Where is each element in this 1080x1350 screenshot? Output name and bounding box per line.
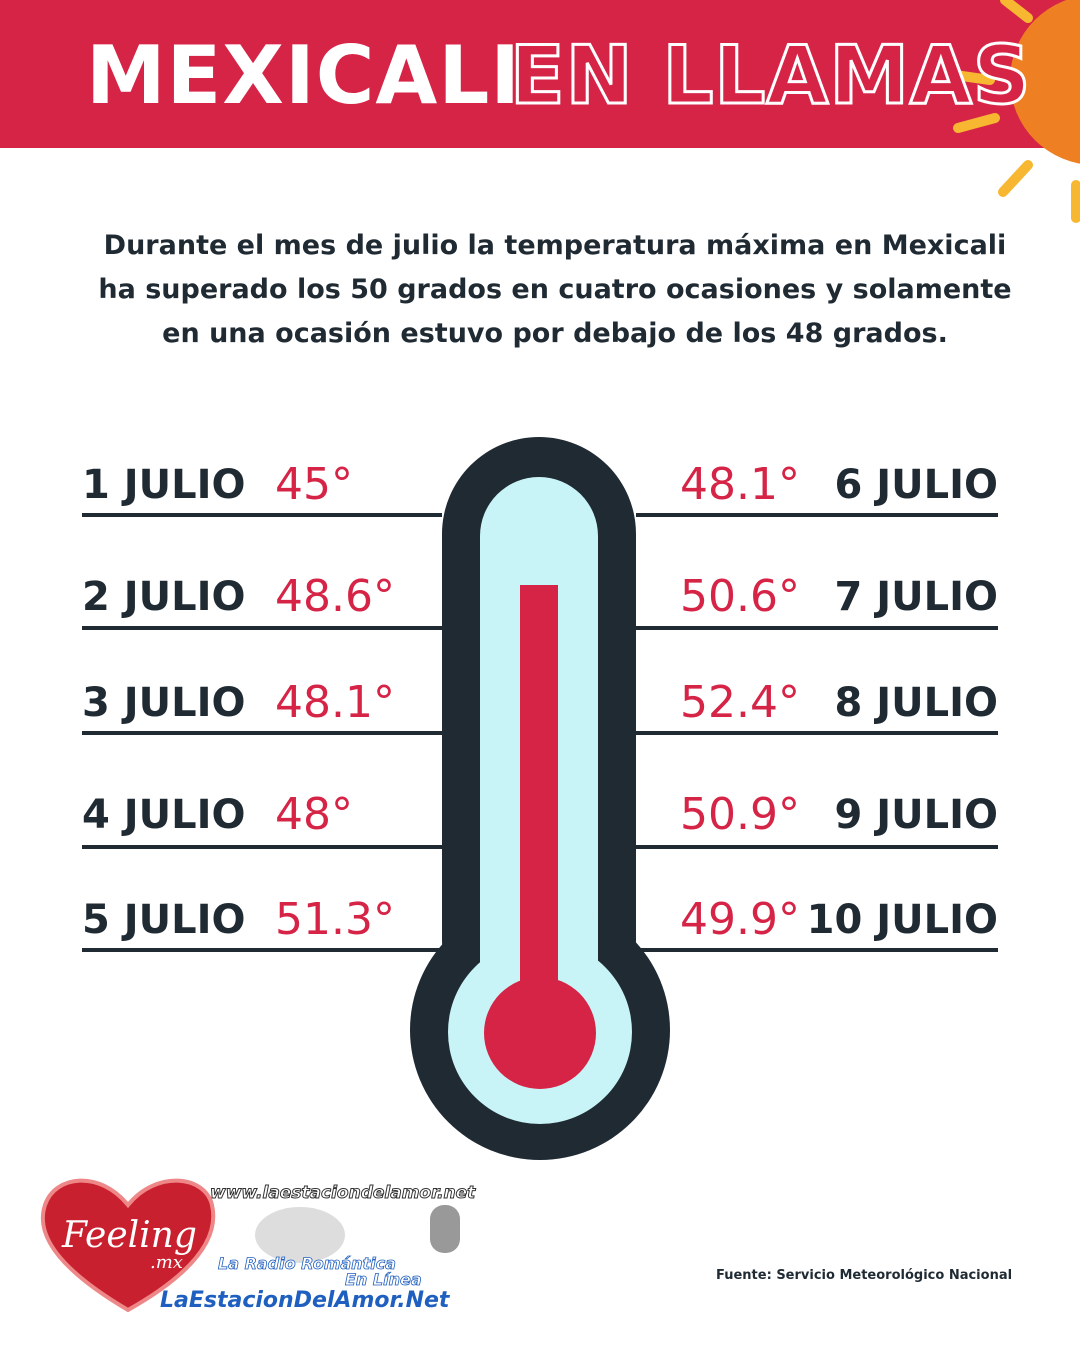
banner [0,0,1080,148]
logo-art [40,1178,460,1313]
row-line [636,626,998,630]
date-label: 6 JULIO [834,462,999,508]
thermometer [410,437,670,1160]
date-label: 5 JULIO [82,897,246,943]
date-label: 9 JULIO [834,792,999,838]
temp-label: 48.6° [275,571,395,622]
row-line [82,626,442,630]
date-label: 8 JULIO [834,680,999,726]
row-line [636,845,998,849]
row-line [636,513,998,517]
date-label: 10 JULIO [806,897,998,943]
sun [950,0,1080,223]
date-label: 4 JULIO [82,792,246,838]
row-line [82,948,442,952]
temp-label: 51.3° [275,894,395,945]
temp-label: 50.9° [680,789,800,840]
logo-url: www.laestaciondelamor.net [209,1183,476,1204]
intro-text: Durante el mes de julio la temperatura m… [98,230,1012,349]
temp-label: 48.1° [680,459,800,510]
row-line [82,731,442,735]
date-label: 2 JULIO [82,574,246,620]
temp-label: 52.4° [680,677,800,728]
temp-label: 45° [275,459,353,510]
row-line [636,948,998,952]
logo-tagline: La Radio Romántica [218,1254,397,1274]
date-label: 7 JULIO [834,574,999,620]
temp-label: 48° [275,789,353,840]
logo-suffix: .mx [150,1252,183,1273]
date-label: 1 JULIO [82,462,246,508]
source: Fuente: Servicio Meteorológico Nacional [716,1268,1013,1283]
temp-label: 50.6° [680,571,800,622]
row-line [82,845,442,849]
title-bold: MEXICALI [86,29,522,122]
temp-label: 49.9° [680,894,800,945]
logo-brand: Feeling [62,1215,197,1256]
logo-site: LaEstacionDelAmor.Net [160,1288,450,1313]
logo-tagline: En Línea [345,1270,422,1290]
date-label: 3 JULIO [82,680,246,726]
row-line [82,513,442,517]
temp-label: 48.1° [275,677,395,728]
title-outline: EN LLAMAS [508,28,1032,124]
row-line [636,731,998,735]
